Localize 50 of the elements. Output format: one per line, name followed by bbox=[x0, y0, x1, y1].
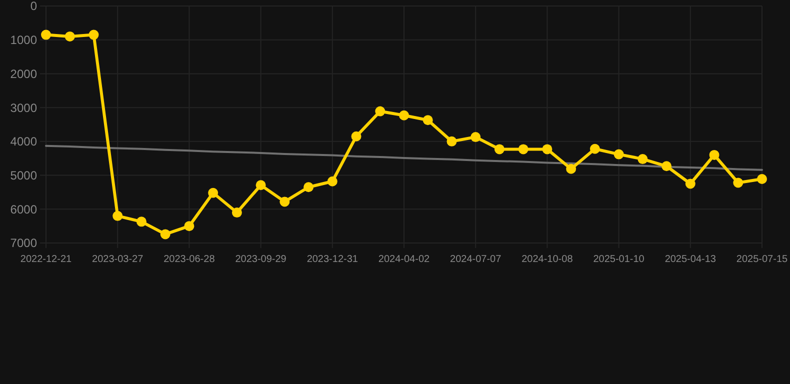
point bbox=[208, 188, 218, 198]
point bbox=[160, 229, 170, 240]
point bbox=[304, 182, 314, 192]
point bbox=[590, 144, 600, 154]
point bbox=[256, 180, 266, 190]
x-tick-label: 2025-07-15 bbox=[736, 254, 788, 265]
x-tick-label: 2024-07-07 bbox=[450, 254, 502, 265]
point bbox=[351, 131, 362, 142]
y-tick-label: 0 bbox=[30, 0, 38, 14]
x-tick-label: 2025-01-10 bbox=[593, 254, 645, 265]
point bbox=[494, 144, 504, 154]
y-tick-label: 3000 bbox=[10, 100, 38, 115]
point bbox=[41, 30, 51, 40]
point bbox=[64, 31, 75, 42]
x-tick-label: 2023-03-27 bbox=[92, 254, 144, 265]
x-tick-label: 2023-09-29 bbox=[235, 254, 287, 265]
point bbox=[88, 30, 99, 40]
y-tick-label: 1000 bbox=[10, 33, 38, 48]
point bbox=[232, 208, 242, 218]
point bbox=[375, 106, 386, 116]
point bbox=[280, 196, 290, 207]
point bbox=[446, 136, 457, 146]
x-tick-label: 2024-10-08 bbox=[522, 254, 574, 265]
point bbox=[638, 154, 648, 164]
y-tick-label: 6000 bbox=[10, 202, 38, 216]
point bbox=[662, 161, 672, 172]
point bbox=[685, 178, 696, 189]
y-tick-label: 7000 bbox=[10, 236, 38, 250]
x-tick-label: 2023-12-31 bbox=[306, 254, 358, 265]
x-tick-label: 2024-04-02 bbox=[378, 254, 430, 265]
x-tick-label: 2022-12-21 bbox=[20, 254, 72, 265]
x-tick-label: 2023-06-28 bbox=[164, 254, 216, 265]
x-tick-label: 2025-04-13 bbox=[664, 254, 716, 265]
point bbox=[136, 216, 146, 227]
point bbox=[757, 174, 767, 184]
point bbox=[327, 176, 338, 186]
point bbox=[422, 115, 433, 126]
point bbox=[709, 150, 720, 160]
y-tick-label: 4000 bbox=[10, 134, 38, 149]
point bbox=[399, 110, 409, 120]
point bbox=[542, 144, 552, 154]
point bbox=[112, 210, 123, 221]
point bbox=[184, 221, 194, 232]
point bbox=[614, 149, 624, 160]
point bbox=[566, 164, 576, 174]
point bbox=[470, 132, 481, 142]
point bbox=[733, 178, 744, 188]
point bbox=[518, 144, 528, 154]
y-tick-label: 5000 bbox=[10, 168, 38, 182]
y-tick-label: 2000 bbox=[10, 66, 38, 81]
